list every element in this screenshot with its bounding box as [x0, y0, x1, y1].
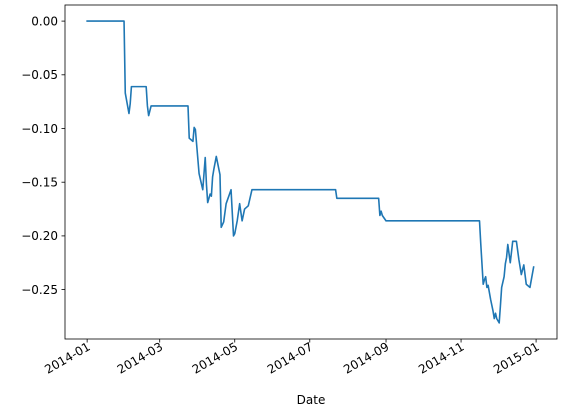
y-axis-ticks: 0.00 −0.05 −0.10 −0.15 −0.20 −0.25 [21, 14, 65, 297]
y-tick-label: −0.05 [21, 68, 58, 82]
axes-frame [64, 4, 558, 340]
plot-area [86, 20, 535, 324]
x-axis-label: Date [297, 393, 326, 407]
y-tick-label: −0.15 [21, 176, 58, 190]
series-line [86, 20, 535, 324]
y-tick-label: 0.00 [31, 14, 58, 28]
y-tick-label: −0.20 [21, 229, 58, 243]
y-tick-label: −0.25 [21, 283, 58, 297]
y-tick-label: −0.10 [21, 122, 58, 136]
